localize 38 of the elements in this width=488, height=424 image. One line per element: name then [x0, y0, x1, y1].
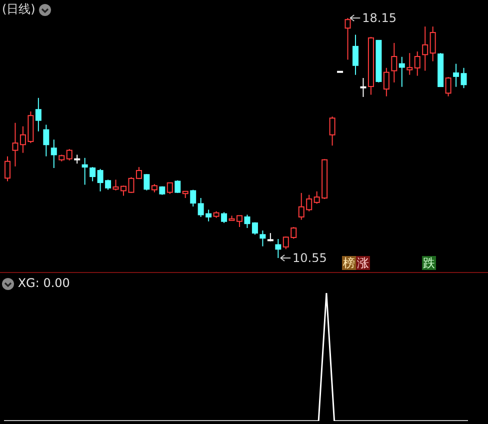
annotation: 涨 [356, 256, 370, 270]
candlestick [329, 116, 336, 146]
candlestick [144, 174, 150, 191]
annotation: 18.15 [362, 11, 396, 25]
candlestick [252, 222, 258, 236]
candlestick [43, 124, 50, 157]
candlestick [190, 189, 196, 208]
candlestick [430, 26, 436, 62]
chart-title: (日线) [2, 2, 36, 16]
candlestick [344, 18, 351, 60]
candlestick [221, 212, 228, 224]
candlestick [166, 182, 173, 194]
candlestick [275, 238, 282, 258]
candlestick [50, 139, 57, 168]
candlestick [174, 180, 181, 194]
candlestick [414, 50, 420, 76]
candlestick [4, 156, 10, 182]
candlestick [35, 97, 42, 132]
candlestick [445, 76, 452, 97]
annotation: 跌 [422, 256, 436, 270]
candlestick [90, 166, 96, 182]
annotation: 榜 [342, 256, 356, 270]
candlestick [391, 42, 398, 83]
chart-title: XG: 0.00 [18, 276, 70, 290]
candlestick [260, 230, 266, 247]
candlestick [66, 148, 72, 161]
candlestick [453, 63, 460, 88]
candlestick [12, 122, 18, 167]
candlestick [422, 26, 428, 72]
candlestick [360, 78, 366, 98]
candlestick [244, 214, 250, 228]
candlestick [82, 157, 88, 186]
candlestick [406, 52, 413, 76]
candlestick [383, 67, 390, 97]
candlestick [398, 56, 405, 88]
candlestick [352, 34, 358, 76]
candlestick [460, 67, 467, 89]
annotation: 10.55 [292, 251, 327, 265]
